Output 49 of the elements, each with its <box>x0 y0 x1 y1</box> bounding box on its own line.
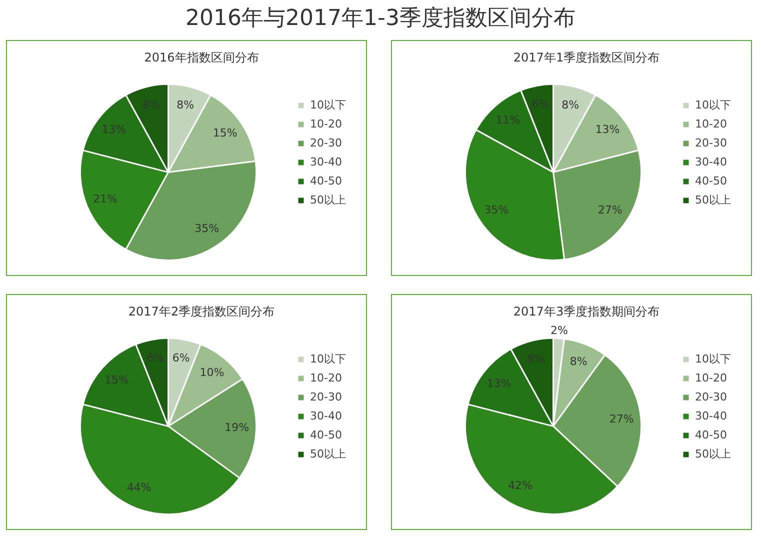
legend-label: 20-30 <box>310 390 342 404</box>
legend-label: 20-30 <box>310 136 342 150</box>
data-label: 27% <box>598 204 622 217</box>
legend-label: 10以下 <box>310 98 346 112</box>
data-label: 15% <box>212 126 238 140</box>
legend-label: 50以上 <box>310 447 346 460</box>
legend-label: 50以上 <box>695 447 732 460</box>
chart-title: 2017年1季度指数区间分布 <box>513 50 660 64</box>
legend-label: 10以下 <box>310 352 346 366</box>
data-label: 8% <box>176 98 194 112</box>
data-label: 13% <box>486 376 512 390</box>
data-label: 35% <box>194 222 220 235</box>
data-label: 44% <box>126 481 152 494</box>
data-label: 19% <box>224 421 250 434</box>
data-label: 8% <box>562 98 580 112</box>
data-label: 35% <box>484 204 509 217</box>
data-label: 13% <box>102 122 126 136</box>
legend-label: 40-50 <box>695 174 727 188</box>
legend-label: 40-50 <box>310 428 342 442</box>
data-label: 10% <box>200 366 224 380</box>
data-label: 2% <box>550 324 568 338</box>
data-label: 8% <box>570 355 588 368</box>
legend-label: 10-20 <box>310 371 342 384</box>
data-label: 21% <box>92 192 118 206</box>
legend-label: 10-20 <box>310 117 342 130</box>
chart-title: 2017年2季度指数区间分布 <box>128 304 275 318</box>
data-label: 6% <box>172 352 190 365</box>
legend-label: 30-40 <box>310 155 342 168</box>
legend-label: 30-40 <box>695 155 727 168</box>
data-label: 27% <box>609 412 634 426</box>
chart-title: 2017年3季度指数期间分布 <box>513 304 660 318</box>
legend-label: 10-20 <box>695 117 727 130</box>
legend-label: 30-40 <box>695 409 727 422</box>
legend-label: 50以上 <box>310 193 346 206</box>
legend-label: 10以下 <box>695 98 732 112</box>
legend-label: 10以下 <box>695 352 732 366</box>
legend-label: 40-50 <box>695 428 727 442</box>
data-label: 11% <box>496 114 520 127</box>
legend-label: 10-20 <box>695 371 727 384</box>
chart-title: 2016年指数区间分布 <box>144 50 259 64</box>
text: 2016年与2017年1-3季度指数区间分布 <box>184 5 576 33</box>
legend-label: 30-40 <box>310 409 342 422</box>
legend-label: 20-30 <box>695 136 727 150</box>
data-label: 15% <box>104 374 129 387</box>
legend-label: 40-50 <box>310 174 342 188</box>
legend-label: 20-30 <box>695 390 727 404</box>
data-label: 13% <box>595 122 620 136</box>
data-label: 42% <box>508 479 532 492</box>
legend-label: 50以上 <box>695 193 732 206</box>
